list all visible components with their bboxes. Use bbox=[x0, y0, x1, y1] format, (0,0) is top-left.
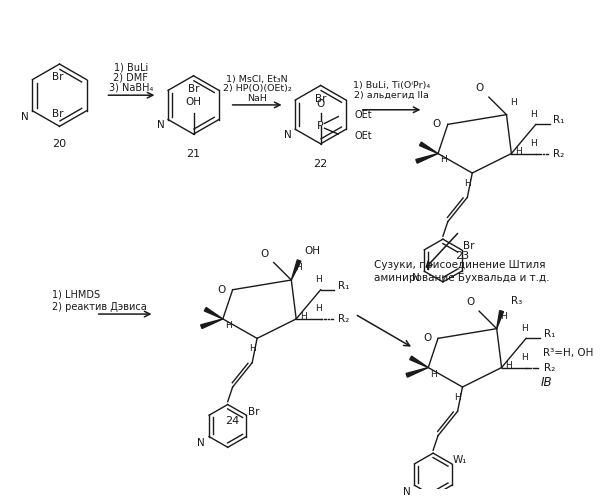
Text: H: H bbox=[464, 179, 471, 188]
Text: OH: OH bbox=[304, 246, 320, 256]
Text: IB: IB bbox=[541, 376, 552, 388]
Text: R³=H, OH: R³=H, OH bbox=[543, 348, 593, 358]
Text: 23: 23 bbox=[455, 251, 470, 261]
Text: H: H bbox=[225, 321, 231, 330]
Text: O: O bbox=[466, 297, 474, 307]
Text: аминирование Бухвальда и т.д.: аминирование Бухвальда и т.д. bbox=[375, 273, 550, 283]
Text: Сузуки, присоединение Штиля: Сузуки, присоединение Штиля bbox=[375, 260, 546, 270]
Text: H: H bbox=[295, 263, 302, 272]
Text: H: H bbox=[521, 324, 527, 332]
Text: H: H bbox=[531, 110, 537, 118]
Text: 2) DMF: 2) DMF bbox=[114, 72, 148, 83]
Text: 2) HP(O)(OEt)₂: 2) HP(O)(OEt)₂ bbox=[223, 84, 291, 93]
Text: R₃: R₃ bbox=[511, 296, 523, 306]
Text: P: P bbox=[317, 122, 324, 132]
Text: 21: 21 bbox=[186, 148, 200, 158]
Text: H: H bbox=[249, 344, 256, 353]
Text: 2) реактив Дэвиса: 2) реактив Дэвиса bbox=[52, 302, 146, 312]
Text: O: O bbox=[217, 284, 226, 294]
Text: H: H bbox=[454, 393, 461, 402]
Text: H: H bbox=[315, 304, 322, 313]
Text: O: O bbox=[316, 99, 325, 109]
Text: R₁: R₁ bbox=[544, 330, 555, 340]
Text: H: H bbox=[315, 275, 322, 284]
Text: 24: 24 bbox=[226, 416, 240, 426]
Text: OH: OH bbox=[186, 97, 202, 107]
Text: R₂: R₂ bbox=[554, 148, 565, 158]
Text: 1) BuLi, Ti(OⁱPr)₄: 1) BuLi, Ti(OⁱPr)₄ bbox=[353, 82, 430, 90]
Text: Br: Br bbox=[248, 407, 260, 417]
Text: H: H bbox=[430, 370, 437, 378]
Text: N: N bbox=[284, 130, 292, 140]
Text: 3) NaBH₄: 3) NaBH₄ bbox=[109, 82, 153, 92]
Text: N: N bbox=[157, 120, 164, 130]
Text: O: O bbox=[433, 120, 441, 130]
Text: 20: 20 bbox=[52, 139, 67, 149]
Text: H: H bbox=[515, 147, 522, 156]
Text: OEt: OEt bbox=[355, 131, 373, 141]
Text: Br: Br bbox=[188, 84, 199, 94]
Polygon shape bbox=[291, 260, 301, 280]
Text: H: H bbox=[531, 138, 537, 147]
Text: R₂: R₂ bbox=[544, 362, 555, 372]
Text: 1) BuLi: 1) BuLi bbox=[114, 63, 148, 73]
Text: N: N bbox=[21, 112, 29, 122]
Text: H: H bbox=[300, 312, 307, 322]
Text: Br: Br bbox=[463, 242, 475, 252]
Polygon shape bbox=[410, 356, 429, 368]
Text: Br: Br bbox=[315, 94, 327, 104]
Polygon shape bbox=[205, 308, 223, 319]
Text: N: N bbox=[412, 272, 420, 282]
Polygon shape bbox=[416, 154, 438, 163]
Text: OEt: OEt bbox=[355, 110, 373, 120]
Text: O: O bbox=[260, 248, 269, 258]
Text: 1) MsCl, Et₃N: 1) MsCl, Et₃N bbox=[226, 74, 288, 84]
Text: W₁: W₁ bbox=[453, 455, 467, 465]
Text: 22: 22 bbox=[314, 160, 328, 170]
Polygon shape bbox=[201, 319, 223, 328]
Text: R₂: R₂ bbox=[338, 314, 350, 324]
Text: O: O bbox=[423, 334, 431, 344]
Text: R₁: R₁ bbox=[554, 116, 565, 126]
Polygon shape bbox=[419, 142, 438, 154]
Text: N: N bbox=[402, 486, 410, 496]
Text: H: H bbox=[510, 98, 517, 107]
Text: NaH: NaH bbox=[247, 94, 267, 103]
Text: H: H bbox=[506, 361, 512, 370]
Text: N: N bbox=[197, 438, 205, 448]
Text: H: H bbox=[440, 156, 447, 164]
Text: 2) альдегид IIa: 2) альдегид IIa bbox=[354, 91, 429, 100]
Text: O: O bbox=[476, 83, 484, 93]
Text: Br: Br bbox=[52, 108, 63, 118]
Text: 1) LHMDS: 1) LHMDS bbox=[52, 290, 100, 300]
Text: R₁: R₁ bbox=[338, 281, 350, 291]
Text: H: H bbox=[501, 312, 507, 321]
Text: H: H bbox=[521, 352, 527, 362]
Text: Br: Br bbox=[52, 72, 63, 82]
Polygon shape bbox=[406, 368, 429, 377]
Polygon shape bbox=[497, 310, 503, 328]
